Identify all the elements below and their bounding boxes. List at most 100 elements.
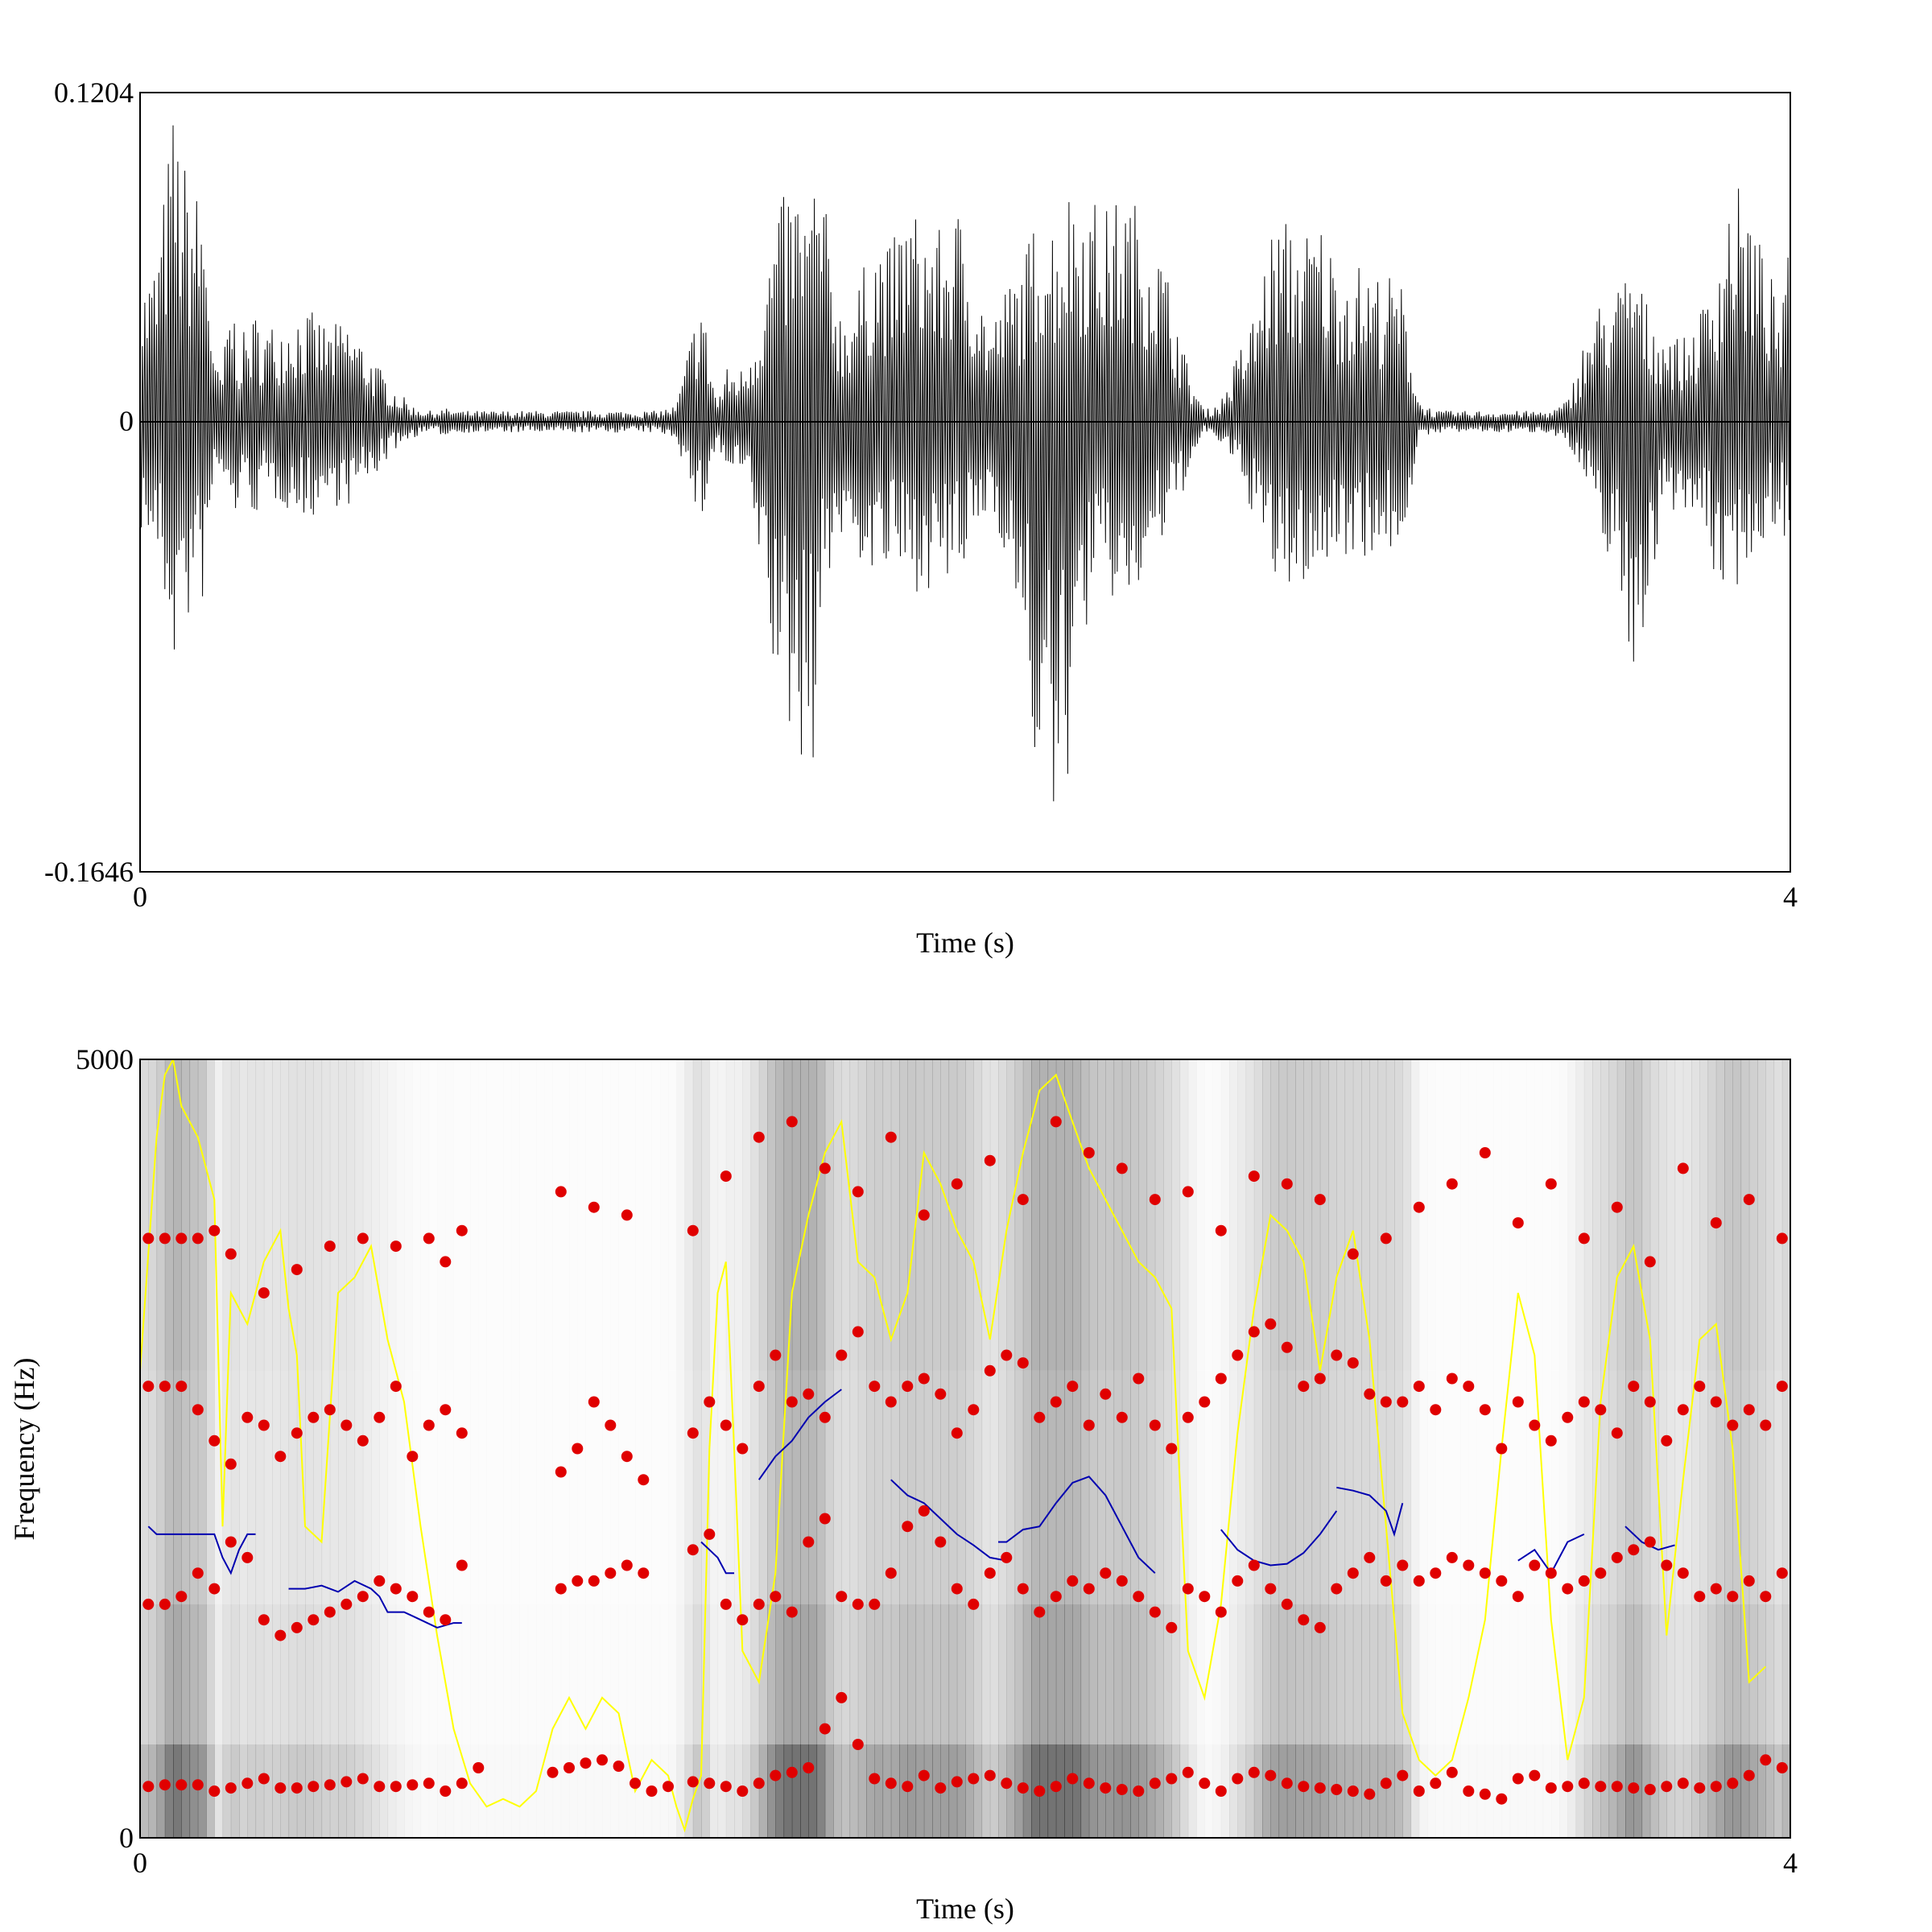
spectrogram-cell <box>1518 1059 1527 1371</box>
spectrogram-cell <box>1369 1370 1379 1604</box>
spectrogram-cell <box>989 1059 999 1371</box>
spectrogram-cell <box>1179 1370 1189 1604</box>
formant-point <box>687 1224 699 1236</box>
formant-point <box>1083 1147 1095 1158</box>
formant-point <box>737 1443 749 1455</box>
spectrogram-cell <box>1757 1059 1766 1371</box>
spectrogram-cell <box>1600 1604 1610 1744</box>
formant-point <box>984 1769 996 1781</box>
pitch-segment <box>288 1579 462 1629</box>
spectrogram-cell <box>561 1744 570 1838</box>
spectrogram-cell <box>1641 1604 1651 1744</box>
spectrogram-cell <box>280 1370 290 1604</box>
spectrogram-cell <box>907 1744 917 1838</box>
spectrogram-cell <box>1319 1370 1329 1604</box>
formant-point <box>357 1435 369 1447</box>
spectrogram-cell <box>660 1059 669 1371</box>
spectrogram-cell <box>1699 1059 1709 1371</box>
formant-point <box>1001 1777 1013 1790</box>
spectrogram-cell <box>907 1370 917 1604</box>
spectrogram-cell <box>874 1604 884 1744</box>
spectrogram-cell <box>1658 1604 1667 1744</box>
spectrogram-cell <box>1649 1370 1659 1604</box>
spectrogram-cell <box>1477 1059 1486 1371</box>
formant-point <box>1644 1256 1656 1268</box>
spectrogram-cell <box>412 1371 421 1604</box>
spectrogram-cell <box>758 1604 768 1744</box>
spectrogram-cell <box>164 1370 174 1604</box>
spectrogram-cell <box>1410 1370 1420 1604</box>
formant-point <box>1149 1419 1161 1431</box>
spectrogram-cell <box>758 1059 768 1371</box>
spectrogram-cell <box>1493 1744 1502 1838</box>
spectrogram-cell <box>981 1059 991 1371</box>
spectrogram-cell <box>981 1370 991 1604</box>
spectrogram-cell <box>890 1370 900 1604</box>
spectrogram-cell <box>783 1604 793 1744</box>
spectrogram-cell <box>1485 1059 1494 1371</box>
spectrogram-cell <box>676 1604 686 1744</box>
spectrogram-cell <box>1765 1370 1775 1604</box>
spectrogram-cell <box>981 1744 991 1838</box>
formant-point <box>720 1781 732 1793</box>
formant-point <box>456 1777 468 1790</box>
formant-point <box>588 1201 600 1213</box>
spectrogram-cell <box>973 1370 983 1604</box>
spectrogram-cell <box>1608 1370 1618 1604</box>
spectrogram-cell <box>1328 1604 1337 1744</box>
spectrogram-cell <box>767 1370 776 1604</box>
spectrogram-cell <box>329 1744 339 1838</box>
formant-point <box>885 1396 897 1408</box>
spectrogram-cell <box>1748 1059 1758 1371</box>
formant-point <box>1463 1381 1475 1393</box>
formant-point <box>1347 1567 1359 1579</box>
spectrogram-cell <box>1121 1604 1131 1744</box>
spectrogram-cell <box>329 1604 339 1744</box>
formant-point <box>1413 1381 1425 1393</box>
formant-point <box>1743 1404 1755 1416</box>
spectrogram-cell <box>173 1744 182 1838</box>
spectrogram-cell <box>775 1604 785 1744</box>
spectrogram-cell <box>1724 1059 1733 1371</box>
spectrogram-cell <box>230 1370 240 1604</box>
intensity-line <box>140 1059 1766 1833</box>
spectrogram-cell <box>255 1604 265 1744</box>
spectrogram-cell <box>263 1059 273 1371</box>
formant-point <box>1397 1559 1409 1571</box>
spectrogram-cell <box>1154 1744 1164 1838</box>
spectrogram-cell <box>197 1370 207 1604</box>
spectrogram-cell <box>511 1744 520 1838</box>
formant-point <box>1034 1606 1046 1618</box>
spectrogram-cell <box>1641 1059 1651 1371</box>
spectrogram-cell <box>1213 1371 1222 1604</box>
spectrogram-cell <box>800 1744 809 1838</box>
spectrogram-cell <box>619 1744 628 1838</box>
spectrogram-cell <box>1410 1059 1420 1371</box>
spectrogram-cell <box>1567 1604 1577 1744</box>
spectrogram-cell <box>1039 1059 1049 1371</box>
spectrogram-cell <box>1328 1059 1337 1371</box>
spectrogram-cell <box>1336 1604 1346 1744</box>
spectrogram-cell <box>354 1059 364 1371</box>
formant-point <box>291 1264 303 1276</box>
spectrogram-cell <box>816 1604 826 1744</box>
spectrogram-cell <box>1196 1059 1205 1371</box>
spectrogram-cell <box>948 1604 958 1744</box>
formant-point <box>1446 1373 1458 1385</box>
spectrogram-cell <box>989 1604 999 1744</box>
spectrogram-cell <box>684 1059 694 1371</box>
spectrogram-cell <box>346 1604 356 1744</box>
spectrogram-cell <box>577 1059 586 1371</box>
spectrogram-cell <box>973 1604 983 1744</box>
spectrogram-cell <box>1781 1744 1790 1838</box>
spectrogram-cell <box>553 1059 562 1371</box>
spectrogram-cell <box>1171 1604 1181 1744</box>
spectrogram-cell <box>197 1604 207 1744</box>
spectrogram-cell <box>1006 1059 1016 1371</box>
spectrogram-cell <box>965 1604 974 1744</box>
spectrogram-cell <box>1006 1370 1016 1604</box>
formant-point <box>275 1782 287 1794</box>
formant-point <box>547 1766 559 1778</box>
spectrogram-cell <box>1344 1604 1354 1744</box>
spectrogram-cell <box>1213 1059 1222 1371</box>
